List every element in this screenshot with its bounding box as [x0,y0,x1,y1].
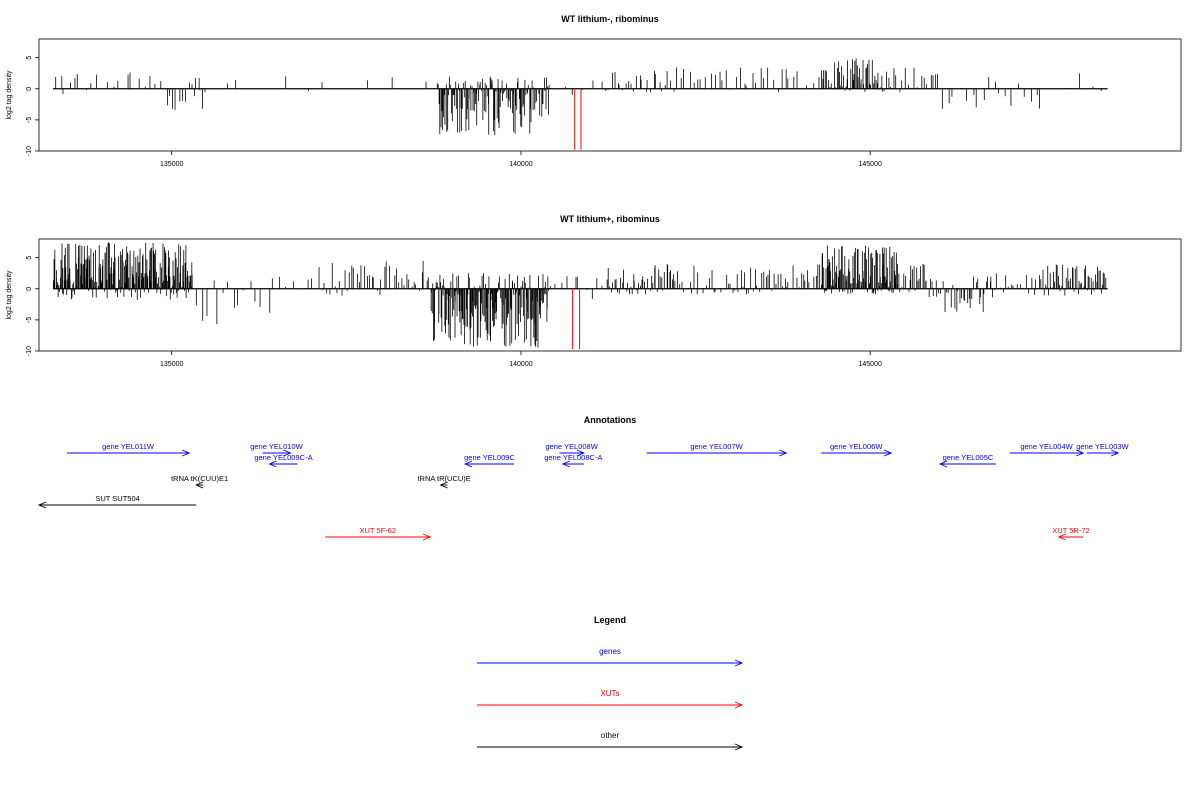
annotation-feature: gene YEL007W [646,442,788,457]
annotation-feature: gene YEL009C [463,453,515,468]
arrow-head [268,460,277,468]
y-axis-label: log2 tag density [6,270,13,320]
legend-label: genes [599,647,621,656]
annotation-feature: gene YEL011W [66,442,191,457]
legend: Legend genes XUTs other [477,615,744,751]
feature-label: tRNA tR(UCU)E [417,474,470,483]
annotation-feature: tRNA tR(UCU)E [417,474,471,489]
arrow-head [463,460,473,468]
coverage-panel-lithium-plus: WT lithium+, ribominus 135000 140000 14500… [6,214,1182,368]
arrow-head [181,449,191,457]
feature-label: tRNA tK(CUU)E1 [171,474,228,483]
feature-label: SUT SUT504 [95,494,139,503]
annotation-track: Annotations gene YEL011W gene YEL010Wgene… [37,415,1130,541]
y-axis: -10 -5 0 5 [26,56,39,156]
feature-label: gene YEL009C [464,453,515,462]
plot-frame [38,38,1182,152]
arrow-head [734,659,744,667]
x-tick-label: 135000 [160,161,183,168]
feature-label: gene YEL007W [690,442,743,451]
annotation-feature: gene YEL010W [250,442,304,457]
arrow-head [883,449,893,457]
annotation-feature: gene YEL005C [938,453,996,468]
legend-label: XUTs [600,689,619,698]
arrow-head [283,449,292,457]
annotation-feature: gene YEL009C-A [254,453,313,468]
x-tick-label: 145000 [859,361,882,368]
coverage-bars [52,242,1108,350]
arrow-head [561,460,571,468]
legend-label: other [601,731,620,740]
coverage-bars [52,58,1108,150]
y-axis-label: log2 tag density [6,70,13,120]
arrow-head [439,481,448,489]
arrow-head [37,501,47,509]
annotation-features: gene YEL011W gene YEL010W gene YEL009C-A tR… [37,442,1130,541]
legend-title: Legend [594,615,626,625]
arrow-head [938,460,948,468]
feature-label: gene YEL011W [102,442,155,451]
arrow-head [1057,533,1066,541]
x-tick-label: 140000 [509,161,532,168]
panel-title: WT lithium-, ribominus [561,14,659,24]
x-axis: 135000 140000 145000 [160,351,882,368]
feature-label: gene YEL003W [1076,442,1129,451]
plot-frame [38,238,1182,352]
y-tick-label: 5 [26,256,33,260]
feature-label: gene YEL005C [943,453,994,462]
arrow-head [779,449,788,457]
arrow-head [195,481,204,489]
annotation-feature: XUT 5R-72 [1052,526,1090,541]
y-tick-label: 0 [26,287,33,291]
annotation-feature: XUT 5F-62 [325,526,432,541]
annotation-feature: SUT SUT504 [37,494,197,509]
legend-item: XUTs [477,689,744,709]
arrow-head [734,743,744,751]
annotation-feature: gene YEL006W [821,442,893,457]
x-tick-label: 145000 [859,161,882,168]
y-tick-label: -5 [26,317,33,323]
arrow-head [1076,449,1085,457]
legend-item: other [477,731,744,751]
y-tick-label: -10 [26,146,33,156]
annotations-title: Annotations [584,415,637,425]
arrow-head [576,449,585,457]
x-tick-label: 135000 [160,361,183,368]
feature-label: gene YEL008C-A [544,453,602,462]
arrow-head [1110,449,1120,457]
x-tick-label: 140000 [509,361,532,368]
feature-label: XUT 5F-62 [359,526,396,535]
feature-label: gene YEL010W [250,442,303,451]
feature-label: gene YEL008W [545,442,598,451]
annotation-feature: gene YEL008W [545,442,599,457]
y-tick-label: 5 [26,56,33,60]
annotation-feature: gene YEL004W [1009,442,1085,457]
coverage-panel-lithium-minus: WT lithium-, ribominus 135000 140000 14500… [6,14,1182,168]
annotation-feature: gene YEL008C-A [544,453,602,468]
arrow-head [734,701,744,709]
legend-items: genes XUTs other [477,647,744,751]
panel-title: WT lithium+, ribominus [560,214,660,224]
x-axis: 135000 140000 145000 [160,151,882,168]
y-tick-label: -10 [26,346,33,356]
arrow-head [422,533,432,541]
feature-label: gene YEL009C-A [254,453,312,462]
y-tick-label: -5 [26,117,33,123]
annotation-feature: gene YEL003W [1076,442,1130,457]
annotation-feature: tRNA tK(CUU)E1 [171,474,228,489]
feature-label: gene YEL006W [830,442,883,451]
legend-item: genes [477,647,744,667]
feature-label: gene YEL004W [1020,442,1073,451]
y-axis: -10 -5 0 5 [26,256,39,356]
y-tick-label: 0 [26,87,33,91]
feature-label: XUT 5R-72 [1052,526,1089,535]
